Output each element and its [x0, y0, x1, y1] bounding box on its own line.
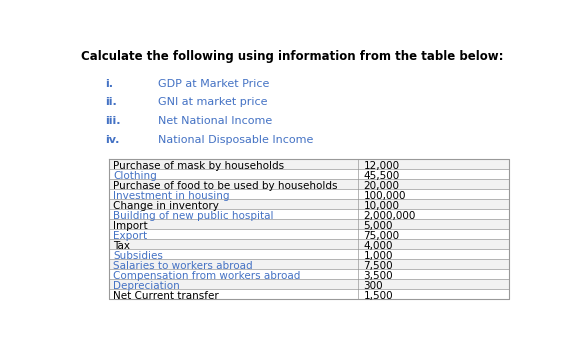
Bar — [109, 219, 509, 229]
Text: iv.: iv. — [105, 135, 119, 145]
Bar — [109, 199, 509, 209]
Bar — [109, 170, 509, 179]
Text: Clothing: Clothing — [113, 171, 156, 181]
Text: 12,000: 12,000 — [363, 161, 399, 171]
Text: 45,500: 45,500 — [363, 171, 399, 181]
Text: ii.: ii. — [105, 97, 117, 107]
Bar — [109, 229, 509, 239]
Text: 3,500: 3,500 — [363, 271, 393, 281]
Bar — [109, 159, 509, 170]
Text: Import: Import — [113, 221, 148, 231]
Text: Export: Export — [113, 231, 147, 241]
Text: i.: i. — [105, 79, 113, 88]
Text: iii.: iii. — [105, 116, 120, 126]
Bar — [109, 239, 509, 249]
Text: 2,000,000: 2,000,000 — [363, 211, 416, 221]
Bar — [109, 259, 509, 269]
Text: 1,500: 1,500 — [363, 291, 393, 301]
Bar — [109, 289, 509, 299]
Text: Subsidies: Subsidies — [113, 251, 163, 261]
Text: Net National Income: Net National Income — [158, 116, 273, 126]
Text: 300: 300 — [363, 281, 383, 291]
Text: 10,000: 10,000 — [363, 201, 399, 211]
Text: Tax: Tax — [113, 241, 130, 251]
Text: 5,000: 5,000 — [363, 221, 393, 231]
Text: Calculate the following using information from the table below:: Calculate the following using informatio… — [80, 50, 503, 63]
Text: National Disposable Income: National Disposable Income — [158, 135, 313, 145]
Bar — [109, 279, 509, 289]
Text: 75,000: 75,000 — [363, 231, 399, 241]
Text: 20,000: 20,000 — [363, 181, 399, 191]
Text: GNI at market price: GNI at market price — [158, 97, 268, 107]
Bar — [109, 269, 509, 279]
Text: Change in inventory: Change in inventory — [113, 201, 219, 211]
Text: Net Current transfer: Net Current transfer — [113, 291, 219, 301]
Bar — [109, 249, 509, 259]
Text: Salaries to workers abroad: Salaries to workers abroad — [113, 261, 253, 271]
Text: 7,500: 7,500 — [363, 261, 393, 271]
Text: Investment in housing: Investment in housing — [113, 191, 229, 201]
Text: Depreciation: Depreciation — [113, 281, 180, 291]
Text: 4,000: 4,000 — [363, 241, 393, 251]
Text: Compensation from workers abroad: Compensation from workers abroad — [113, 271, 300, 281]
Text: Purchase of mask by households: Purchase of mask by households — [113, 161, 284, 171]
Text: 100,000: 100,000 — [363, 191, 406, 201]
Text: GDP at Market Price: GDP at Market Price — [158, 79, 269, 88]
Text: Purchase of food to be used by households: Purchase of food to be used by household… — [113, 181, 337, 191]
Text: 1,000: 1,000 — [363, 251, 393, 261]
Bar — [109, 190, 509, 199]
Bar — [109, 179, 509, 190]
Bar — [109, 209, 509, 219]
Text: Building of new public hospital: Building of new public hospital — [113, 211, 273, 221]
